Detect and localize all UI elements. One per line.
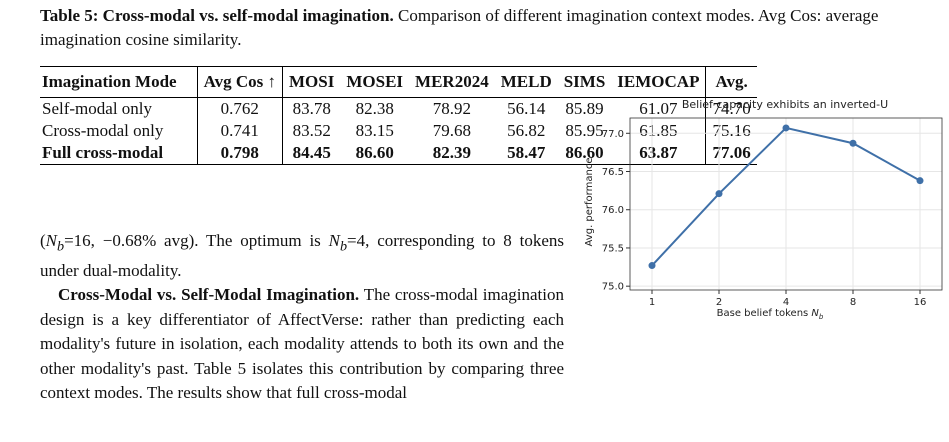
sub: b [57,238,65,255]
plot-frame [629,117,943,291]
header-text: Avg. [715,72,748,91]
body-text: (Nb=16, −0.68% avg). The optimum is Nb=4… [40,229,564,406]
paragraph: Cross-Modal vs. Self-Modal Imagination. … [40,283,564,406]
table-cell: 78.92 [432,99,471,118]
table-cell: 56.14 [507,99,546,118]
caption-label: Table 5: [40,6,99,25]
table-cell: 0.798 [196,142,283,165]
x-axis-label: Base belief tokens Nb [717,308,824,321]
header-cell: IEMOCAP [611,67,706,98]
header-text: IEMOCAP [617,72,700,91]
table-cell: 82.39 [432,143,471,162]
table-cell: 61.85 [639,121,678,140]
x-tick-label: 2 [716,297,722,308]
y-tick-label: 75.0 [602,282,624,293]
table-cell: 63.87 [639,143,678,162]
point [916,177,924,185]
x-tick-label: 16 [914,297,927,308]
var: N [328,231,340,250]
header-cell: MER2024 [409,67,495,98]
table-cell: 85.89 [565,99,604,118]
table-cell: 85.95 [565,121,604,140]
table: Imagination Mode Avg Cos ↑ MOSI MOSEI MER202… [40,66,757,165]
header-cell: MELD [495,67,558,98]
table-cell: 83.78 [282,97,341,120]
table-cell: 79.68 [432,121,471,140]
y-tick-label: 76.5 [602,167,624,178]
table-row: Cross-modal only 0.741 83.52 83.15 79.68 56.8… [40,120,757,142]
chart-title: Belief capacity exhibits an inverted-U [682,98,888,111]
point [782,124,790,132]
table-cell: 0.762 [196,97,283,120]
x-tick-label: 1 [649,297,655,308]
text: The cross-modal imagination design is a … [40,285,564,403]
chart: Belief capacity exhibits an inverted-U B… [584,98,943,321]
header-cell: Imagination Mode [40,67,197,98]
x-tick-label: 4 [783,297,789,308]
header-text: Avg Cos ↑ [203,72,277,91]
x-tick-label: 8 [850,297,856,308]
x-label-var: N [811,308,819,319]
y-axis-label: Avg. performance [584,158,595,247]
header-text: MER2024 [415,72,489,91]
table-cell: 84.45 [282,142,341,165]
header-cell: SIMS [558,67,612,98]
text: ( [40,231,46,250]
header-cell: Avg. [705,66,757,98]
x-label-sub: b [819,313,824,321]
text: =4, corresponding to 8 tokens under dual… [40,231,564,280]
table-row: Self-modal only 0.762 83.78 82.38 78.92 56.14… [40,97,757,120]
table-cell: 86.60 [565,143,604,162]
header-text: Imagination Mode [42,72,177,91]
table-cell: 83.52 [282,120,341,142]
point [849,139,857,147]
header-cell: Avg Cos ↑ [196,66,283,98]
header-cell: MOSI [282,66,341,98]
point [715,190,723,198]
table-cell: 74.70 [705,97,757,120]
x-label: Base belief tokens [717,308,812,319]
heading: Cross-Modal vs. Self-Modal Imagination. [58,285,360,305]
table-cell: Self-modal only [42,99,153,118]
table-cell: Full cross-modal [42,143,164,162]
header-row: Imagination Mode Avg Cos ↑ MOSI MOSEI MER202… [40,66,757,98]
y-tick-label: 76.0 [602,205,624,216]
table-cell: 56.82 [507,121,546,140]
table-cell: 83.15 [355,121,394,140]
caption-title: Cross-modal vs. self-modal imagination. [102,6,394,25]
table-row: Full cross-modal 0.798 84.45 86.60 82.39 58.4… [40,142,757,165]
table-caption: Table 5: Cross-modal vs. self-modal imag… [40,4,920,52]
sub: b [339,238,348,255]
point [648,262,656,270]
table-cell: 77.06 [705,142,757,165]
paragraph: (Nb=16, −0.68% avg). The optimum is Nb=4… [40,229,564,283]
header-text: MOSI [289,72,335,91]
var: N [45,231,58,250]
header-text: SIMS [563,72,606,91]
table-cell: 82.38 [355,99,394,118]
header-text: MELD [500,72,552,91]
caption-text: Comparison of different imagination cont… [40,6,879,49]
table-cell: 75.16 [705,120,757,142]
text: =16, −0.68% avg). The optimum is [64,231,329,250]
table-cell: Cross-modal only [42,121,164,140]
y-tick-label: 75.5 [602,243,624,254]
header-text: MOSEI [346,72,404,91]
y-tick-label: 77.0 [602,129,624,140]
table-cell: 58.47 [507,143,546,162]
table-cell: 86.60 [355,143,394,162]
header-cell: MOSEI [340,67,409,98]
table-cell: 0.741 [196,120,283,142]
table-cell: 61.07 [639,99,678,118]
